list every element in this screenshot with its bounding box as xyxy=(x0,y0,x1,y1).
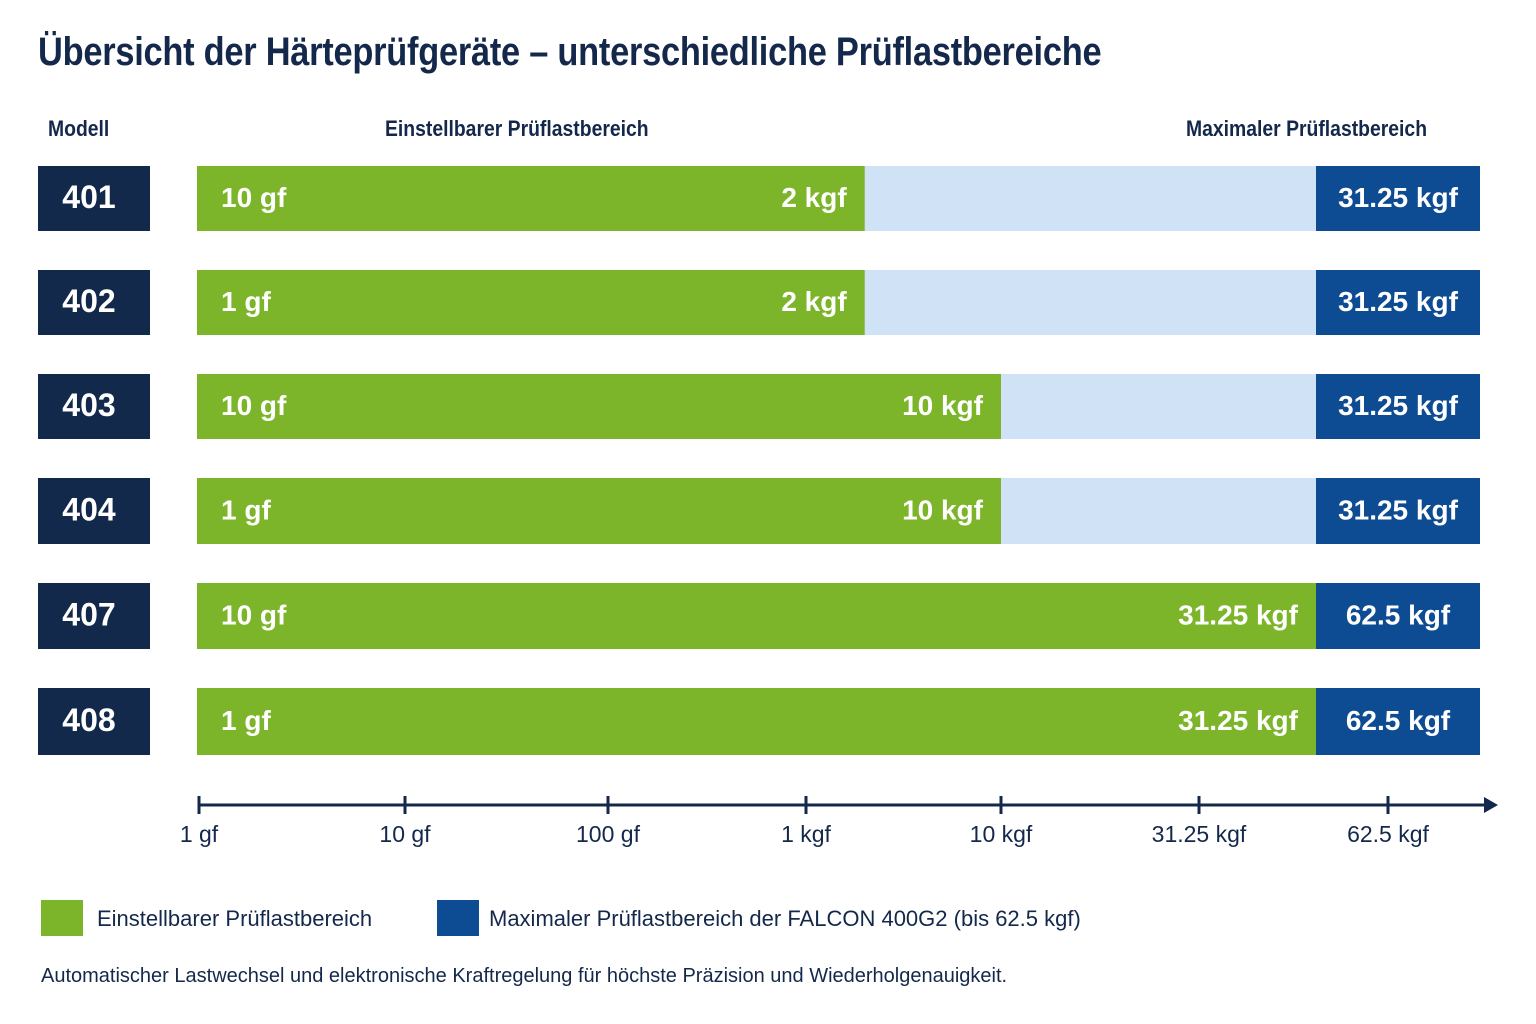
model-label: 408 xyxy=(62,702,115,738)
chart-row-401: 401 10 gf 2 kgf 31.25 kgf xyxy=(38,166,1480,231)
min-load-label: 1 gf xyxy=(221,286,271,317)
load-range-chart: 401 10 gf 2 kgf 31.25 kgf 402 1 gf 2 kgf 31.25 … xyxy=(38,166,1498,847)
x-tick-label: 62.5 kgf xyxy=(1347,821,1429,847)
column-header-adjustable-range: Einstellbarer Prüflastbereich xyxy=(385,116,649,141)
max-range-bar xyxy=(1316,583,1480,649)
max-range-bar xyxy=(1316,166,1480,231)
model-box xyxy=(38,478,150,544)
adjustable-range-bar xyxy=(197,374,1001,439)
min-load-label: 1 gf xyxy=(221,705,271,736)
max-load-label: 31.25 kgf xyxy=(1178,705,1299,736)
device-max-label: 62.5 kgf xyxy=(1346,705,1451,736)
chart-row-404: 404 1 gf 10 kgf 31.25 kgf xyxy=(38,478,1480,544)
x-axis-arrow xyxy=(1484,797,1498,813)
x-tick-label: 1 kgf xyxy=(781,821,831,847)
legend-swatch-max xyxy=(437,900,479,936)
min-load-label: 10 gf xyxy=(221,599,287,630)
adjustable-range-bar xyxy=(197,688,1316,755)
x-tick-label: 31.25 kgf xyxy=(1152,821,1247,847)
adjustable-range-bar xyxy=(197,478,1001,544)
max-range-bar xyxy=(1316,270,1480,335)
adjustable-range-bar xyxy=(197,583,1316,649)
legend-label-adjustable: Einstellbarer Prüflastbereich xyxy=(97,906,373,931)
model-label: 403 xyxy=(62,387,115,423)
min-load-label: 10 gf xyxy=(221,390,287,421)
min-load-label: 10 gf xyxy=(221,182,287,213)
model-box xyxy=(38,374,150,439)
model-box xyxy=(38,270,150,335)
adjustable-range-bar xyxy=(197,166,865,231)
adjustable-range-bar xyxy=(197,270,865,335)
device-max-label: 31.25 kgf xyxy=(1338,494,1459,525)
model-label: 404 xyxy=(62,491,116,527)
model-box xyxy=(38,688,150,755)
model-box xyxy=(38,166,150,231)
chart-rows: 401 10 gf 2 kgf 31.25 kgf 402 1 gf 2 kgf 31.25 … xyxy=(38,166,1480,755)
footnote: Automatischer Lastwechsel und elektronis… xyxy=(41,965,1008,987)
device-max-label: 31.25 kgf xyxy=(1338,182,1459,213)
device-max-label: 31.25 kgf xyxy=(1338,390,1459,421)
max-load-label: 2 kgf xyxy=(781,182,847,213)
column-header-model: Modell xyxy=(48,116,110,141)
max-load-label: 10 kgf xyxy=(902,390,984,421)
model-label: 402 xyxy=(62,283,115,319)
chart-row-403: 403 10 gf 10 kgf 31.25 kgf xyxy=(38,374,1480,439)
x-tick-label: 100 gf xyxy=(576,821,641,847)
max-range-bar xyxy=(1316,478,1480,544)
chart-row-407: 407 10 gf 31.25 kgf 62.5 kgf xyxy=(38,583,1480,649)
model-label: 401 xyxy=(62,179,115,215)
model-box xyxy=(38,583,150,649)
device-max-label: 62.5 kgf xyxy=(1346,599,1451,630)
model-label: 407 xyxy=(62,596,115,632)
max-range-bar xyxy=(1316,688,1480,755)
x-axis: 1 gf 10 gf 100 gf 1 kgf 10 kgf 31.25 kgf 62.5 … xyxy=(180,796,1498,847)
max-load-label: 31.25 kgf xyxy=(1178,599,1299,630)
x-tick-label: 10 kgf xyxy=(970,821,1033,847)
max-load-label: 2 kgf xyxy=(781,286,847,317)
max-load-label: 10 kgf xyxy=(902,494,984,525)
chart-row-402: 402 1 gf 2 kgf 31.25 kgf xyxy=(38,270,1480,335)
column-header-max-range: Maximaler Prüflastbereich xyxy=(1186,116,1428,141)
device-max-label: 31.25 kgf xyxy=(1338,286,1459,317)
legend-swatch-adjustable xyxy=(41,900,83,936)
min-load-label: 1 gf xyxy=(221,494,271,525)
legend-label-max: Maximaler Prüflastbereich der FALCON 400… xyxy=(489,906,1081,931)
x-tick-label: 10 gf xyxy=(379,821,431,847)
max-range-bar xyxy=(1316,374,1480,439)
legend: Einstellbarer Prüflastbereich Maximaler … xyxy=(41,900,1341,936)
x-tick-label: 1 gf xyxy=(180,821,219,847)
chart-row-408: 408 1 gf 31.25 kgf 62.5 kgf xyxy=(38,688,1480,755)
chart-title: Übersicht der Härteprüfgeräte – untersch… xyxy=(38,30,1102,74)
